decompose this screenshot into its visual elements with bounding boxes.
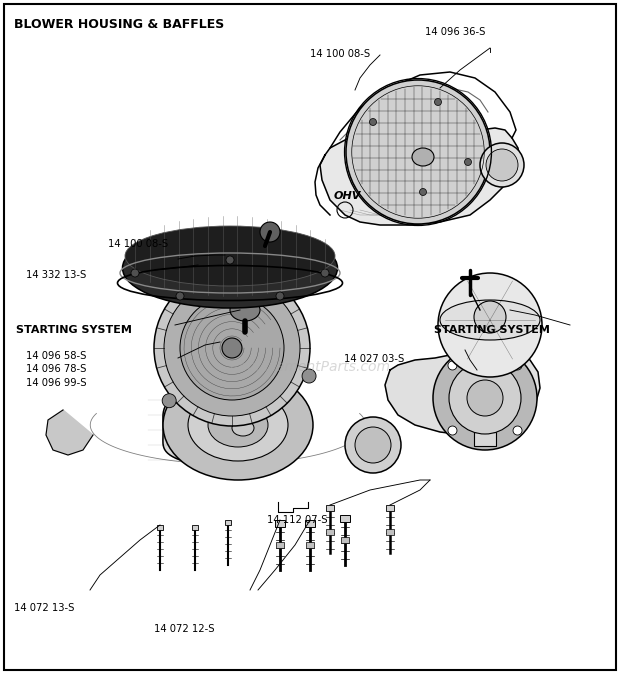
Ellipse shape <box>125 226 335 286</box>
Circle shape <box>486 149 518 181</box>
Bar <box>326 529 334 535</box>
Circle shape <box>438 273 542 377</box>
Bar <box>340 515 350 522</box>
Ellipse shape <box>123 228 337 308</box>
Ellipse shape <box>188 389 288 461</box>
Circle shape <box>513 361 522 370</box>
Polygon shape <box>46 410 93 455</box>
Text: 14 096 36-S: 14 096 36-S <box>425 28 485 37</box>
Circle shape <box>260 222 280 242</box>
Text: 14 027 03-S: 14 027 03-S <box>344 354 404 363</box>
Bar <box>192 525 198 530</box>
Circle shape <box>154 270 310 426</box>
Bar <box>305 520 315 527</box>
Circle shape <box>370 119 376 125</box>
Polygon shape <box>320 118 520 225</box>
Ellipse shape <box>440 300 540 340</box>
Circle shape <box>448 426 457 435</box>
Text: 14 332 13-S: 14 332 13-S <box>26 270 86 280</box>
Circle shape <box>176 292 184 300</box>
Ellipse shape <box>232 420 254 436</box>
Circle shape <box>448 361 457 370</box>
Circle shape <box>464 158 471 166</box>
Circle shape <box>346 80 490 224</box>
Circle shape <box>449 362 521 434</box>
Text: 14 072 12-S: 14 072 12-S <box>154 624 215 634</box>
Text: STARTING SYSTEM: STARTING SYSTEM <box>16 326 131 335</box>
Bar <box>341 537 349 543</box>
Text: 14 112 07-S: 14 112 07-S <box>267 516 327 525</box>
Circle shape <box>226 256 234 264</box>
Circle shape <box>131 269 139 277</box>
Circle shape <box>211 260 225 274</box>
Circle shape <box>164 280 300 416</box>
Circle shape <box>345 417 401 473</box>
Circle shape <box>302 369 316 383</box>
Bar <box>275 520 285 527</box>
Text: 14 100 08-S: 14 100 08-S <box>310 49 370 59</box>
Circle shape <box>480 143 524 187</box>
Circle shape <box>433 346 537 450</box>
Bar <box>386 505 394 511</box>
Circle shape <box>435 98 441 106</box>
Circle shape <box>420 189 427 195</box>
Circle shape <box>355 427 391 463</box>
Text: ReplacementParts.com: ReplacementParts.com <box>229 361 391 374</box>
Text: 14 072 13-S: 14 072 13-S <box>14 603 74 613</box>
Ellipse shape <box>208 403 268 447</box>
Text: 14 100 08-S: 14 100 08-S <box>108 239 169 249</box>
Bar <box>157 525 163 530</box>
Ellipse shape <box>163 370 313 480</box>
Bar <box>326 505 334 511</box>
Circle shape <box>467 380 503 416</box>
Text: BLOWER HOUSING & BAFFLES: BLOWER HOUSING & BAFFLES <box>14 18 224 31</box>
Text: 14 096 78-S: 14 096 78-S <box>26 365 86 374</box>
Text: 14 096 58-S: 14 096 58-S <box>26 351 86 361</box>
Bar <box>474 432 496 446</box>
Ellipse shape <box>230 299 260 321</box>
Circle shape <box>321 269 329 277</box>
Circle shape <box>180 296 284 400</box>
Ellipse shape <box>412 148 434 166</box>
Circle shape <box>222 338 242 358</box>
Bar <box>276 542 284 548</box>
Circle shape <box>474 301 506 333</box>
Text: 14 096 99-S: 14 096 99-S <box>26 378 87 388</box>
Circle shape <box>162 394 176 408</box>
Polygon shape <box>163 390 311 470</box>
Bar <box>386 529 394 535</box>
Circle shape <box>513 426 522 435</box>
Text: OHV: OHV <box>334 191 361 201</box>
Bar <box>306 542 314 548</box>
Bar <box>225 520 231 525</box>
Text: STARTING SYSTEM: STARTING SYSTEM <box>434 326 550 335</box>
Circle shape <box>276 292 284 300</box>
Polygon shape <box>385 343 540 435</box>
